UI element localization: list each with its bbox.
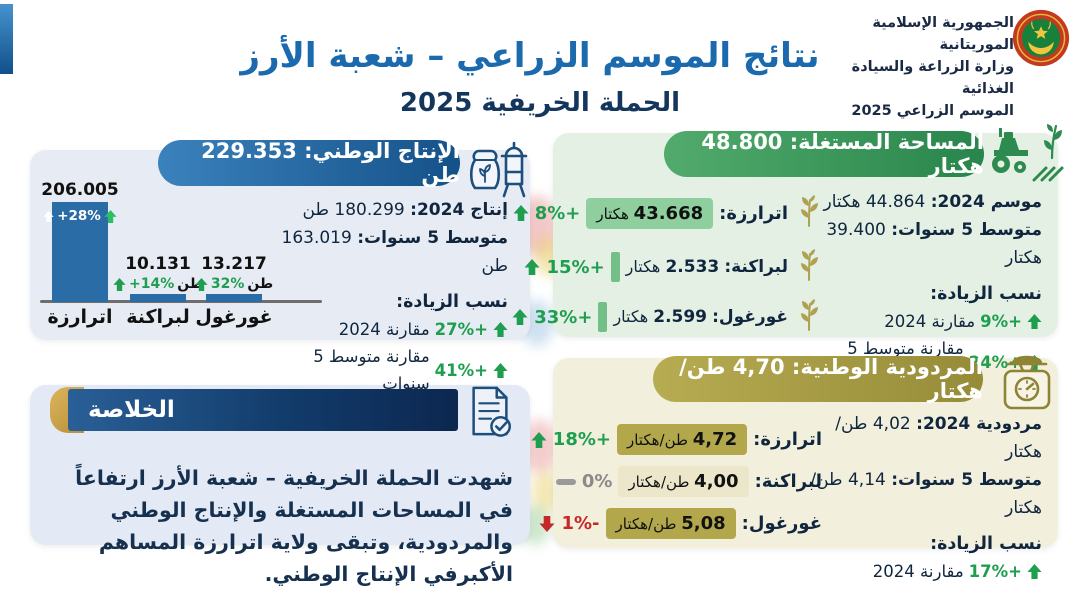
summary-title: الخلاصة <box>88 397 175 423</box>
wheat-icon <box>794 298 820 336</box>
mauritania-seal-logo <box>1012 8 1070 68</box>
bar-group-gorgol: 13.217 32% طن <box>190 254 278 302</box>
area-increase-title: نسب الزيادة: <box>930 284 1042 304</box>
wheat-icon <box>794 194 820 232</box>
grain-sack-silo-icon <box>462 138 534 204</box>
production-increase-title: نسب الزيادة: <box>396 292 508 312</box>
up-arrow-icon <box>104 210 117 223</box>
area-value-brakna: لبراكنة: 2.533 هكتار <box>625 257 788 277</box>
category-label-gorgol: غورغول <box>195 306 273 328</box>
bar-annotation-gorgol: 32% طن <box>195 276 273 292</box>
up-arrow-icon <box>113 278 126 291</box>
wheat-icon <box>794 248 820 286</box>
area-increase-1: +9% مقارنة 2024 <box>810 308 1042 335</box>
up-arrow-icon <box>195 278 208 291</box>
bar-value-gorgol: 13.217 <box>201 254 267 274</box>
bar-group-trarza: 206.005 +28% <box>36 180 124 302</box>
up-arrow-icon <box>531 432 547 448</box>
no-change-dash-icon <box>555 478 576 485</box>
category-label-brakna: لبراكنة <box>126 306 190 328</box>
area-title-pill: المساحة المستغلة: 48.800 هكتار <box>664 130 984 178</box>
yield-increase-1: +17% مقارنة 2024 <box>810 558 1042 585</box>
category-label-trarza: اترارزة <box>47 306 113 328</box>
bar-value-trarza: 206.005 <box>41 180 119 200</box>
up-arrow-icon <box>493 322 508 337</box>
campaign-subtitle: الحملة الخريفية 2025 <box>399 88 681 118</box>
yield-info: مردودية 2024: 4,02 طن/هكتار متوسط 5 سنوا… <box>810 410 1042 589</box>
bar-gorgol <box>206 294 262 302</box>
ministry-line-3: الموسم الزراعي 2025 <box>851 103 1014 119</box>
area-row-trarza: اترارزة: 43.668 هكتار +8% <box>556 194 820 232</box>
production-title: الإنتاج الوطني: 229.353 طن <box>201 139 460 187</box>
yield-value-brakna: 4,00 طن/هكتار <box>618 466 749 497</box>
tractor-field-icon <box>986 122 1066 188</box>
scale-icon <box>992 350 1062 418</box>
up-arrow-icon <box>1027 564 1042 579</box>
area-info: موسم 2024: 44.864 هكتار متوسط 5 سنوات: 3… <box>810 188 1042 389</box>
mini-bar <box>598 302 608 332</box>
up-arrow-icon <box>493 363 508 378</box>
document-check-icon <box>464 384 516 444</box>
yield-value-gorgol: 5,08 طن/هكتار <box>605 508 736 539</box>
summary-body: شهدت الحملة الخريفية – شعبة الأرز ارتفاع… <box>75 465 513 586</box>
page-title: نتائج الموسم الزراعي – شعبة الأرز <box>240 35 820 76</box>
bar-trarza: +28% <box>52 202 108 302</box>
mini-bar <box>610 252 620 282</box>
yield-row-trarza: اترارزة: 4,72 طن/هكتار +18% <box>560 424 822 455</box>
yield-title: المردودية الوطنية: 4,70 طن/هكتار <box>679 355 983 403</box>
yield-2024-line: مردودية 2024: 4,02 طن/هكتار <box>835 414 1042 462</box>
yield-value-trarza: 4,72 طن/هكتار <box>616 424 748 455</box>
yield-increase-title: نسب الزيادة: <box>930 534 1042 554</box>
left-accent-bar <box>0 4 13 74</box>
up-arrow-icon <box>43 211 54 222</box>
up-arrow-icon <box>513 205 529 221</box>
down-arrow-icon <box>539 516 555 532</box>
bar-annotation-brakna: +14% طن <box>113 276 203 292</box>
area-5yr-line: متوسط 5 سنوات: 39.400 هكتار <box>826 220 1042 268</box>
production-info: إنتاج 2024: 180.299 طن متوسط 5 سنوات: 16… <box>280 196 508 397</box>
area-title: المساحة المستغلة: 48.800 هكتار <box>701 130 984 178</box>
summary-title-bar: الخلاصة <box>68 389 458 431</box>
yield-increase-2: +14% مقارنة متوسط 5 سنوات <box>810 585 1042 589</box>
bar-group-brakna: 10.131 +14% طن <box>113 254 203 302</box>
yield-title-pill: المردودية الوطنية: 4,70 طن/هكتار <box>653 355 983 403</box>
area-value-gorgol: غورغول: 2.599 هكتار <box>613 307 788 327</box>
yield-5yr-line: متوسط 5 سنوات: 4,14 طن/هكتار <box>810 470 1042 518</box>
ministry-line-1: الجمهورية الإسلامية الموريتانية <box>872 15 1014 53</box>
area-row-gorgol: غورغول: 2.599 هكتار +33% <box>556 298 820 336</box>
up-arrow-icon <box>524 259 540 275</box>
yield-row-gorgol: غورغول: 5,08 طن/هكتار -1% <box>560 508 822 539</box>
yield-row-brakna: لبراكنة: 4,00 طن/هكتار 0% <box>555 466 822 497</box>
area-row-brakna: لبراكنة: 2.533 هكتار +15% <box>556 248 820 286</box>
production-5yr-line: متوسط 5 سنوات: 163.019 طن <box>281 228 508 276</box>
bar-annotation-trarza: +28% <box>52 208 108 224</box>
ministry-header: الجمهورية الإسلامية الموريتانية وزارة ال… <box>822 12 1014 122</box>
production-increase-1: +27% مقارنة 2024 <box>280 316 508 343</box>
bar-brakna <box>130 294 186 302</box>
production-title-pill: الإنتاج الوطني: 229.353 طن <box>158 139 460 187</box>
up-arrow-icon <box>512 309 528 325</box>
bar-value-brakna: 10.131 <box>125 254 191 274</box>
production-2024-line: إنتاج 2024: 180.299 طن <box>302 200 508 220</box>
up-arrow-icon <box>1027 314 1042 329</box>
production-increase-2: +41% مقارنة متوسط 5 سنوات <box>280 343 508 397</box>
ministry-line-2: وزارة الزراعة والسيادة الغذائية <box>851 59 1014 97</box>
area-value-trarza: 43.668 هكتار <box>586 197 714 229</box>
area-2024-line: موسم 2024: 44.864 هكتار <box>823 192 1042 212</box>
